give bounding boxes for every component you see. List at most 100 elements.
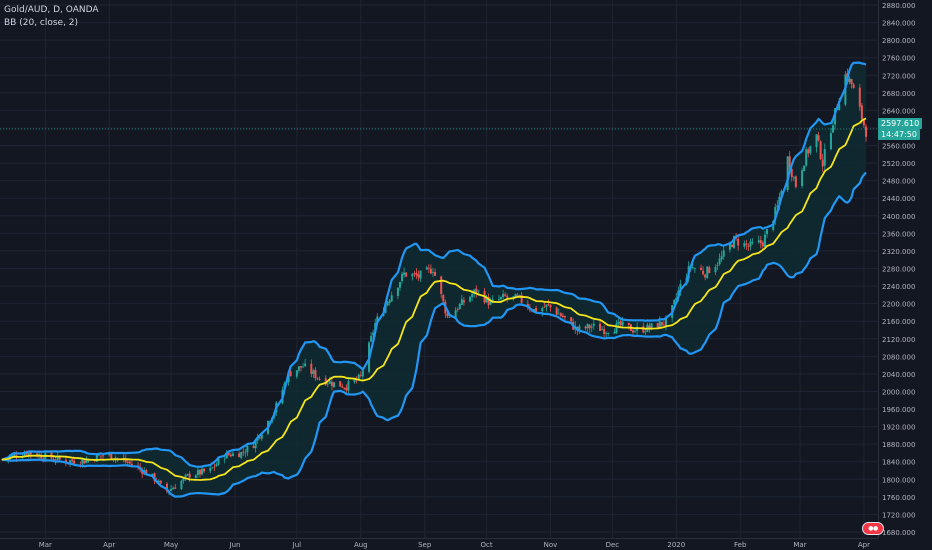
candle-body bbox=[702, 270, 705, 275]
candle-body bbox=[621, 321, 624, 326]
candle-body bbox=[757, 240, 760, 243]
candle-down bbox=[520, 291, 523, 306]
candle-up bbox=[419, 270, 422, 282]
price-axis[interactable]: 2880.000 2840.000 2800.000 2760.000 2720.000… bbox=[878, 0, 932, 550]
candle-down bbox=[316, 377, 319, 381]
candle-body bbox=[159, 480, 162, 484]
candle-body bbox=[429, 268, 432, 274]
candle-down bbox=[415, 268, 418, 280]
candle-body bbox=[25, 452, 28, 455]
candle-body bbox=[11, 455, 14, 458]
candle-body bbox=[704, 274, 707, 278]
candle-body bbox=[693, 268, 696, 270]
candle-up bbox=[607, 332, 610, 337]
candle-body bbox=[361, 370, 364, 377]
candle-down bbox=[821, 154, 824, 173]
candle-body bbox=[413, 273, 416, 274]
candle-body bbox=[376, 316, 379, 323]
candle-body bbox=[318, 378, 321, 380]
x-tick-label: Aug bbox=[354, 541, 368, 549]
candle-body bbox=[506, 296, 509, 298]
candle-body bbox=[370, 335, 373, 342]
candle-up bbox=[545, 304, 548, 312]
candle-body bbox=[458, 304, 461, 310]
candle-body bbox=[254, 439, 257, 449]
candle-body bbox=[398, 282, 401, 288]
candle-body bbox=[124, 458, 127, 463]
candle-body bbox=[314, 369, 317, 379]
candle-up bbox=[196, 466, 199, 479]
candle-up bbox=[809, 145, 812, 156]
candle-up bbox=[766, 228, 769, 238]
candle-body bbox=[700, 267, 703, 271]
candle-body bbox=[260, 434, 263, 439]
candle-body bbox=[469, 296, 472, 302]
candle-body bbox=[58, 456, 61, 460]
candle-body bbox=[563, 316, 566, 318]
x-tick-label: Oct bbox=[481, 541, 493, 549]
candle-body bbox=[477, 290, 480, 292]
candle-body bbox=[238, 453, 241, 458]
candle-up bbox=[398, 281, 401, 292]
y-tick-label: 1960.000 bbox=[882, 406, 915, 414]
candle-up bbox=[194, 473, 197, 479]
candle-down bbox=[427, 264, 430, 273]
candle-body bbox=[446, 313, 449, 317]
y-tick-label: 2320.000 bbox=[882, 248, 915, 256]
candle-up bbox=[170, 485, 173, 492]
candle-body bbox=[658, 321, 661, 329]
time-axis[interactable]: Mar Apr May Jun Jul Aug Sep Oct Nov Dec 2020 Feb Mar… bbox=[0, 538, 878, 550]
candle-body bbox=[805, 149, 808, 166]
candle-down bbox=[462, 297, 465, 306]
indicator-label[interactable]: BB (20, close, 2) bbox=[4, 18, 79, 28]
candle-down bbox=[413, 271, 416, 278]
candle-body bbox=[172, 487, 175, 490]
candle-body bbox=[743, 243, 746, 247]
candle-body bbox=[442, 295, 445, 302]
candle-down bbox=[343, 387, 346, 391]
candle-body bbox=[780, 190, 783, 197]
candle-body bbox=[491, 299, 494, 302]
candle-body bbox=[716, 265, 719, 267]
candle-body bbox=[297, 366, 300, 371]
candle-up bbox=[714, 264, 717, 275]
candle-down bbox=[405, 272, 408, 278]
candle-body bbox=[27, 452, 30, 455]
candle-body bbox=[763, 234, 766, 248]
candle-body bbox=[225, 452, 228, 459]
candle-body bbox=[749, 241, 752, 247]
candle-body bbox=[718, 258, 721, 265]
y-tick-label: 2080.000 bbox=[882, 353, 915, 361]
candle-body bbox=[720, 256, 723, 260]
candle-body bbox=[619, 321, 622, 326]
lower-band-line bbox=[1, 171, 867, 498]
x-tick-label: Nov bbox=[544, 541, 558, 549]
candle-body bbox=[170, 488, 173, 492]
candle-up bbox=[502, 289, 505, 300]
chart-legend: Gold/AUD, D, OANDA BB (20, close, 2) bbox=[4, 4, 99, 30]
candle-up bbox=[209, 465, 212, 474]
candle-body bbox=[252, 446, 255, 448]
candle-up bbox=[186, 473, 189, 477]
candle-body bbox=[390, 295, 393, 302]
candle-body bbox=[434, 272, 437, 276]
candle-body bbox=[815, 134, 818, 148]
candle-body bbox=[584, 326, 587, 329]
candle-body bbox=[332, 382, 335, 387]
candle-body bbox=[324, 378, 327, 385]
candle-body bbox=[386, 302, 389, 306]
candle-body bbox=[516, 295, 519, 297]
candle-body bbox=[733, 236, 736, 248]
candle-body bbox=[504, 294, 507, 296]
tradingview-logo-icon[interactable]: ●● bbox=[862, 522, 884, 535]
symbol-title[interactable]: Gold/AUD, D, OANDA bbox=[4, 5, 99, 15]
candle-up bbox=[586, 323, 589, 332]
y-tick-label: 1840.000 bbox=[882, 459, 915, 467]
candle-body bbox=[174, 487, 177, 489]
candle-body bbox=[559, 313, 562, 317]
candle-body bbox=[759, 240, 762, 244]
candle-body bbox=[730, 244, 733, 248]
candle-body bbox=[557, 313, 560, 315]
candle-body bbox=[852, 84, 855, 89]
